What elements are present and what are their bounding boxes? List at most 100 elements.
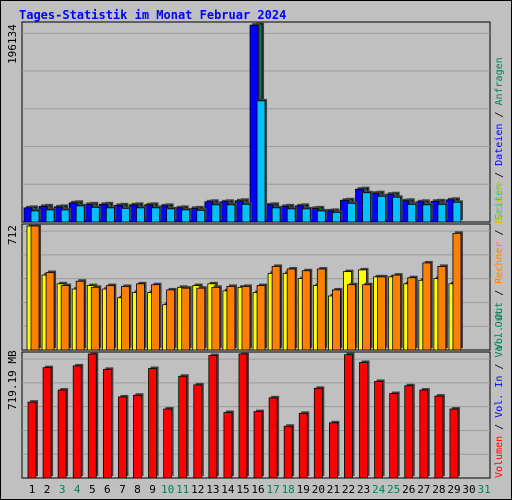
bar-visits-sites-rechner-day-21 [331, 289, 341, 351]
bar-visits-sites-rechner-day-16 [256, 285, 266, 351]
bar-visits-sites-rechner-day-6 [105, 285, 115, 351]
x-tick-label-26: 26 [402, 483, 415, 496]
bar-volume-volumen-day-25 [389, 393, 399, 479]
bar-volume-volumen-day-11 [178, 375, 188, 479]
legend-bot: Volumen / Vol. In / Vol. Out [494, 309, 505, 478]
bar-visits-sites-rechner-day-15 [241, 286, 251, 351]
x-tick-label-8: 8 [134, 483, 141, 496]
bar-visits-sites-rechner-day-24 [377, 276, 387, 351]
x-tick-label-29: 29 [447, 483, 460, 496]
x-tick-label-18: 18 [282, 483, 295, 496]
bar-volume-volumen-day-8 [133, 394, 142, 479]
legend-visits: Besuche [494, 181, 505, 224]
x-tick-label-14: 14 [221, 483, 235, 496]
bar-hits-files-pages-seiten-day-2 [45, 209, 55, 223]
x-tick-label-19: 19 [297, 483, 310, 496]
bar-volume-volumen-day-16 [253, 411, 263, 479]
x-tick-label-4: 4 [74, 483, 81, 496]
bar-volume-volumen-day-22 [344, 354, 353, 479]
bar-hits-files-pages-seiten-day-24 [377, 195, 387, 223]
legend-sep-6: / [494, 363, 505, 370]
bar-hits-files-pages-seiten-day-7 [121, 207, 130, 223]
bar-hits-files-pages-seiten-day-22 [347, 202, 356, 223]
bar-hits-files-pages-seiten-day-6 [105, 207, 115, 223]
x-tick-label-2: 2 [44, 483, 51, 496]
bar-volume-volumen-day-27 [419, 389, 429, 479]
x-tick-label-13: 13 [206, 483, 219, 496]
bar-hits-files-pages-seiten-day-8 [136, 207, 145, 223]
x-tick-label-21: 21 [327, 483, 340, 496]
bar-volume-volumen-day-10 [163, 408, 173, 479]
bar-volume-volumen-day-5 [87, 353, 97, 479]
bar-hits-files-pages-seiten-day-14 [226, 204, 236, 223]
x-tick-label-25: 25 [387, 483, 400, 496]
bar-hits-files-pages-seiten-day-13 [211, 204, 221, 223]
x-tick-label-10: 10 [161, 483, 174, 496]
bar-volume-volumen-day-15 [238, 353, 248, 479]
bar-visits-sites-rechner-day-13 [211, 286, 221, 351]
bar-volume-volumen-day-20 [313, 387, 323, 479]
x-tick-label-17: 17 [266, 483, 279, 496]
bar-volume-volumen-day-3 [57, 389, 67, 479]
bar-visits-sites-rechner-day-26 [407, 277, 417, 351]
bar-volume-volumen-day-18 [283, 425, 293, 479]
x-tick-label-11: 11 [176, 483, 189, 496]
legend-sep-3: / [494, 289, 505, 296]
bar-volume-volumen-day-6 [102, 368, 112, 479]
x-tick-label-28: 28 [432, 483, 445, 496]
bar-hits-files-pages-seiten-day-23 [362, 192, 371, 223]
bar-volume-volumen-day-2 [42, 367, 52, 479]
bar-volume-volumen-day-13 [208, 355, 218, 479]
x-tick-label-1: 1 [29, 483, 36, 496]
bar-volume-volumen-day-7 [118, 396, 127, 479]
x-tick-label-27: 27 [417, 483, 430, 496]
bar-visits-sites-rechner-day-29 [452, 232, 462, 351]
x-tick-label-5: 5 [89, 483, 96, 496]
bar-visits-sites-rechner-day-1 [30, 225, 40, 351]
bar-hits-files-pages-seiten-day-26 [407, 203, 417, 223]
bar-visits-sites-rechner-day-4 [75, 280, 85, 351]
bar-hits-files-pages-seiten-day-28 [437, 203, 447, 223]
bar-visits-sites-rechner-day-20 [316, 268, 326, 351]
bar-visits-sites-rechner-day-7 [121, 286, 130, 351]
bar-hits-files-pages-seiten-day-5 [90, 206, 100, 223]
legend-out-vol: Vol. Out [494, 309, 505, 358]
legend-hits: Anfragen [494, 57, 505, 106]
x-tick-label-3: 3 [59, 483, 66, 496]
bar-visits-sites-rechner-day-2 [45, 272, 55, 351]
x-tick-label-24: 24 [372, 483, 386, 496]
legend-sep-4: / [494, 229, 505, 236]
bar-hits-files-pages-seiten-day-17 [271, 207, 281, 223]
bar-visits-sites-rechner-day-19 [301, 270, 311, 351]
bar-hits-files-pages-seiten-day-19 [301, 208, 311, 223]
legend-sep-2: / [494, 111, 505, 118]
panel-1-max-label: 196134 [6, 24, 19, 64]
x-tick-label-15: 15 [236, 483, 249, 496]
bar-hits-files-pages-seiten-day-15 [241, 203, 251, 223]
bar-hits-files-pages-seiten-day-11 [181, 209, 191, 223]
bar-volume-volumen-day-9 [148, 368, 157, 479]
bar-visits-sites-rechner-day-18 [286, 268, 296, 351]
bar-visits-sites-rechner-day-8 [136, 283, 145, 351]
chart-title: Tages-Statistik im Monat Februar 2024 [19, 8, 287, 22]
bar-hits-files-pages-seiten-day-3 [60, 209, 70, 223]
bar-visits-sites-rechner-day-5 [90, 286, 100, 351]
x-tick-label-9: 9 [149, 483, 156, 496]
legend-sites: Rechner [494, 241, 505, 284]
bar-volume-volumen-day-4 [72, 365, 82, 479]
x-tick-label-12: 12 [191, 483, 204, 496]
bar-visits-sites-rechner-day-23 [362, 284, 371, 351]
bar-volume-volumen-day-17 [268, 397, 278, 479]
bar-volume-volumen-day-24 [374, 381, 384, 479]
bar-volume-volumen-day-21 [328, 422, 338, 479]
bar-visits-sites-rechner-day-28 [437, 266, 447, 351]
bar-hits-files-pages-seiten-day-1 [30, 210, 40, 223]
bar-volume-volumen-day-19 [298, 412, 308, 479]
bar-visits-sites-rechner-day-17 [271, 266, 281, 351]
x-tick-label-31: 31 [477, 483, 490, 496]
bar-hits-files-pages-seiten-day-10 [166, 208, 176, 223]
panel-3-max-label: 719.19 MB [6, 350, 19, 410]
legend-in: Vol. In [494, 375, 505, 418]
bar-volume-volumen-day-14 [223, 412, 233, 479]
